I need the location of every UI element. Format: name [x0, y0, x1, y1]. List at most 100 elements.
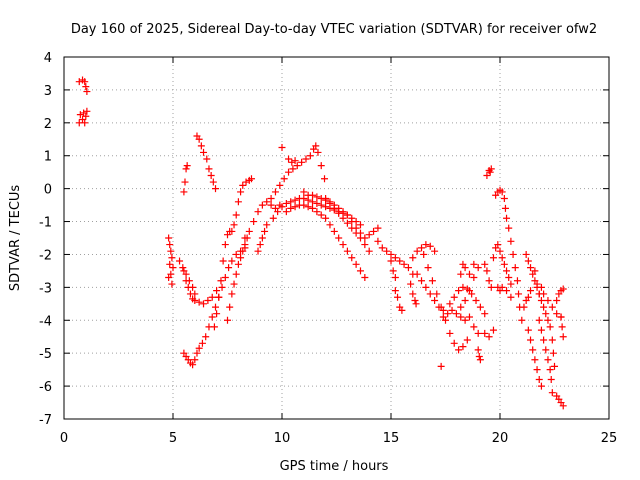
- data-point-marker: [326, 199, 334, 207]
- data-point-marker: [330, 204, 338, 212]
- data-point-marker: [210, 323, 218, 331]
- data-point-marker: [551, 362, 558, 370]
- data-point-marker: [520, 303, 528, 311]
- data-point-marker: [317, 162, 325, 170]
- data-point-marker: [361, 241, 369, 249]
- data-point-marker: [389, 267, 397, 275]
- data-point-marker: [465, 270, 473, 278]
- data-point-marker: [387, 250, 395, 258]
- data-point-marker: [540, 290, 548, 298]
- data-point-marker: [548, 336, 556, 344]
- data-point-marker: [322, 195, 330, 203]
- data-point-marker: [300, 195, 308, 203]
- data-point-marker: [407, 280, 415, 288]
- data-point-marker: [343, 211, 351, 219]
- data-point-marker: [507, 293, 515, 301]
- data-point-marker: [165, 273, 173, 281]
- data-point-marker: [503, 214, 511, 222]
- data-point-marker: [413, 247, 421, 255]
- series-d6: [413, 270, 447, 314]
- data-point-marker: [394, 293, 402, 301]
- data-point-marker: [507, 237, 515, 245]
- data-point-marker: [184, 283, 192, 291]
- series-e11: [553, 392, 567, 410]
- data-point-marker: [437, 303, 445, 311]
- data-point-marker: [428, 277, 436, 285]
- data-point-marker: [465, 313, 473, 321]
- data-point-marker: [245, 227, 253, 235]
- data-point-marker: [179, 264, 187, 272]
- data-point-marker: [446, 300, 454, 308]
- series-d10: [446, 283, 489, 318]
- data-point-marker: [228, 290, 236, 298]
- data-point-marker: [431, 247, 439, 255]
- y-tick-label: -6: [39, 380, 52, 395]
- data-point-marker: [509, 250, 517, 258]
- data-point-marker: [450, 339, 458, 347]
- data-point-marker: [204, 297, 212, 305]
- data-point-marker: [540, 303, 548, 311]
- data-point-marker: [498, 254, 506, 262]
- data-point-marker: [459, 343, 467, 351]
- data-point-marker: [365, 247, 373, 255]
- data-point-marker: [420, 250, 428, 258]
- data-point-marker: [557, 313, 565, 321]
- data-point-marker: [200, 300, 208, 308]
- data-point-marker: [553, 310, 561, 318]
- data-point-marker: [365, 231, 373, 239]
- data-point-marker: [501, 204, 509, 212]
- plot-frame: [63, 56, 610, 420]
- data-point-marker: [487, 283, 495, 291]
- data-point-marker: [200, 148, 208, 156]
- data-point-marker: [503, 267, 511, 275]
- data-point-marker: [82, 83, 90, 91]
- data-point-marker: [198, 339, 206, 347]
- data-point-marker: [461, 264, 469, 272]
- series-b8: [224, 234, 251, 324]
- data-point-marker: [352, 229, 360, 237]
- data-point-marker: [169, 264, 177, 272]
- series-e10: [557, 313, 567, 341]
- data-point-marker: [213, 310, 221, 318]
- data-point-marker: [558, 323, 566, 331]
- data-point-marker: [182, 165, 190, 173]
- data-point-marker: [537, 283, 545, 291]
- data-point-marker: [313, 193, 321, 201]
- data-point-marker: [461, 316, 469, 324]
- data-point-marker: [476, 356, 484, 364]
- data-point-marker: [241, 234, 249, 242]
- data-point-marker: [409, 254, 417, 262]
- data-point-marker: [267, 201, 275, 209]
- data-point-marker: [533, 280, 541, 288]
- data-point-marker: [409, 290, 417, 298]
- data-point-marker: [548, 303, 556, 311]
- data-point-marker: [195, 298, 203, 306]
- data-point-marker: [285, 155, 293, 163]
- data-point-marker: [544, 297, 552, 305]
- data-point-marker: [474, 346, 482, 354]
- data-point-marker: [481, 329, 489, 337]
- y-tick-label: -3: [39, 281, 52, 296]
- series-e9: [553, 285, 567, 305]
- data-point-marker: [282, 199, 290, 207]
- x-tick-label: 10: [274, 431, 291, 446]
- data-point-marker: [437, 362, 445, 370]
- data-point-marker: [212, 303, 220, 311]
- data-point-marker: [317, 201, 325, 209]
- series-e6: [524, 326, 545, 390]
- data-point-marker: [182, 277, 190, 285]
- data-point-marker: [356, 234, 364, 242]
- data-point-marker: [309, 191, 317, 199]
- data-point-marker: [463, 336, 471, 344]
- data-point-marker: [181, 178, 189, 186]
- data-point-marker: [446, 329, 454, 337]
- data-point-marker: [278, 144, 286, 151]
- series-d11: [457, 313, 482, 337]
- data-point-marker: [287, 198, 295, 206]
- data-point-marker: [426, 242, 434, 250]
- data-point-marker: [312, 142, 320, 150]
- data-point-marker: [215, 293, 223, 301]
- data-point-marker: [213, 287, 221, 295]
- data-point-marker: [258, 234, 266, 242]
- data-point-marker: [396, 257, 404, 265]
